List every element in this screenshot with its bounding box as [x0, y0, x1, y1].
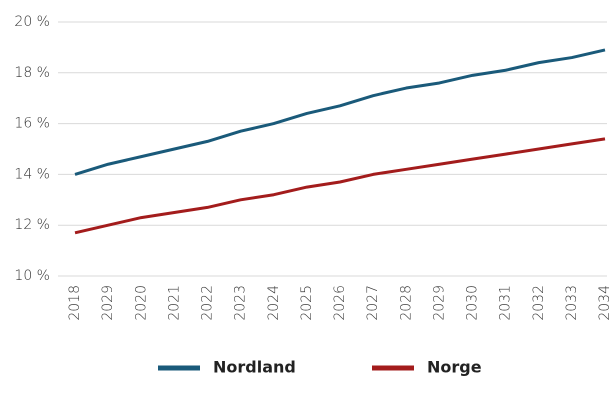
- legend-label: Norge: [427, 358, 482, 377]
- x-tick-label: 2031: [498, 285, 514, 321]
- x-tick-label: 2025: [299, 285, 315, 321]
- series-line: [74, 137, 606, 235]
- series-line: [74, 48, 606, 176]
- y-tick-label: 14 %: [14, 166, 50, 182]
- x-tick-label: 2029: [431, 285, 447, 321]
- x-tick-label: 2033: [564, 285, 580, 321]
- x-tick-label: 2024: [266, 285, 282, 321]
- legend-label: Nordland: [213, 358, 296, 377]
- y-tick-label: 16 %: [14, 116, 50, 132]
- x-tick-label: 2029: [100, 285, 116, 321]
- y-tick-label: 18 %: [14, 65, 50, 81]
- x-tick-label: 2034: [597, 285, 613, 321]
- x-tick-label: 2030: [465, 285, 481, 321]
- x-tick-label: 2027: [365, 285, 381, 321]
- x-tick-label: 2032: [531, 285, 547, 321]
- y-tick-label: 20 %: [14, 14, 50, 30]
- x-tick-label: 2023: [233, 285, 249, 321]
- x-tick-label: 2022: [200, 285, 216, 321]
- y-tick-label: 10 %: [14, 268, 50, 284]
- x-tick-label: 2026: [332, 285, 348, 321]
- x-tick-label: 2020: [133, 285, 149, 321]
- x-tick-label: 2018: [67, 285, 83, 321]
- y-tick-label: 12 %: [14, 217, 50, 233]
- x-tick-label: 2028: [398, 285, 414, 321]
- x-tick-label: 2021: [166, 285, 182, 321]
